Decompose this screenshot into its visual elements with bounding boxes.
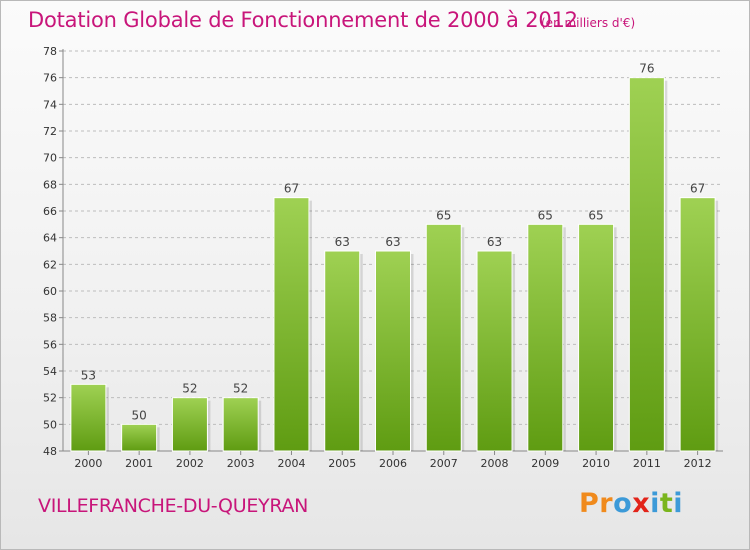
bar xyxy=(324,250,361,452)
logo-letter: x xyxy=(632,488,651,519)
y-tick-label: 74 xyxy=(43,98,57,111)
y-tick-label: 60 xyxy=(43,285,57,298)
x-tick-label: 2003 xyxy=(227,457,255,470)
y-tick-label: 62 xyxy=(43,258,57,271)
y-tick-label: 78 xyxy=(43,45,57,58)
logo-letter: P xyxy=(579,488,600,519)
bar-value-label: 67 xyxy=(284,182,299,196)
x-tick-label: 2001 xyxy=(125,457,153,470)
logo-letter: r xyxy=(599,488,614,519)
bar xyxy=(222,397,259,452)
bar-value-label: 53 xyxy=(81,368,96,382)
y-tick-label: 72 xyxy=(43,125,57,138)
bar xyxy=(679,197,716,452)
y-tick-label: 48 xyxy=(43,445,57,458)
bar-value-label: 63 xyxy=(385,235,400,249)
y-tick-label: 66 xyxy=(43,205,57,218)
bar-value-label: 50 xyxy=(132,408,147,422)
x-tick-label: 2011 xyxy=(633,457,661,470)
bar xyxy=(70,383,107,452)
y-tick-label: 50 xyxy=(43,418,57,431)
commune-name: VILLEFRANCHE-DU-QUEYRAN xyxy=(38,495,309,517)
bar xyxy=(121,423,158,452)
logo-letter: i xyxy=(673,488,684,519)
x-tick-label: 2012 xyxy=(684,457,712,470)
bar-value-label: 65 xyxy=(538,208,553,222)
x-tick-label: 2004 xyxy=(277,457,305,470)
x-tick-label: 2008 xyxy=(481,457,509,470)
bar xyxy=(425,223,462,452)
x-tick-label: 2009 xyxy=(531,457,559,470)
logo-letter: t xyxy=(659,488,674,519)
y-tick-label: 58 xyxy=(43,312,57,325)
bar-value-label: 65 xyxy=(588,208,603,222)
bar xyxy=(375,250,411,452)
chart-unit: (en milliers d'€) xyxy=(541,16,636,30)
y-tick-label: 54 xyxy=(43,365,57,378)
bar-value-label: 52 xyxy=(233,382,248,396)
x-tick-label: 2002 xyxy=(176,457,204,470)
bar-value-label: 65 xyxy=(436,208,451,222)
bar xyxy=(171,397,208,452)
y-tick-label: 52 xyxy=(43,392,57,405)
x-tick-label: 2007 xyxy=(430,457,458,470)
bar-value-label: 67 xyxy=(690,182,705,196)
y-tick-label: 56 xyxy=(43,338,57,351)
bar-value-label: 76 xyxy=(639,62,654,76)
y-tick-label: 68 xyxy=(43,178,57,191)
y-tick-label: 64 xyxy=(43,232,57,245)
bar xyxy=(273,197,310,452)
bar xyxy=(527,223,564,452)
bar xyxy=(628,77,665,452)
logo-letter: i xyxy=(650,488,660,519)
y-tick-label: 76 xyxy=(43,72,57,85)
proxiti-logo: Proxiti xyxy=(579,488,683,519)
y-tick-label: 70 xyxy=(43,152,57,165)
x-tick-label: 2005 xyxy=(328,457,356,470)
bar-value-label: 52 xyxy=(182,382,197,396)
bar-value-label: 63 xyxy=(335,235,350,249)
bar xyxy=(476,250,513,452)
x-tick-label: 2006 xyxy=(379,457,407,470)
x-tick-label: 2010 xyxy=(582,457,610,470)
bar-value-label: 63 xyxy=(487,235,502,249)
bar xyxy=(578,223,615,452)
logo-letter: o xyxy=(613,488,633,519)
chart-title: Dotation Globale de Fonctionnement de 20… xyxy=(28,8,578,32)
x-tick-label: 2000 xyxy=(74,457,102,470)
